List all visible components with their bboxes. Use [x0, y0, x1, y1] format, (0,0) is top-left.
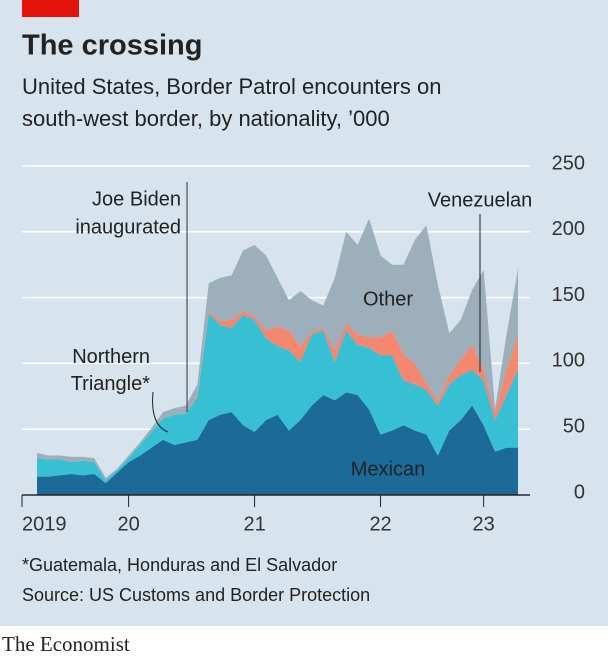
annotation: Joe Biden — [92, 188, 181, 210]
subtitle: United States, Border Patrol encounters … — [22, 74, 441, 99]
subtitle: south-west border, by nationality, ’000 — [22, 106, 390, 131]
brand-band — [0, 626, 608, 662]
y-tick-label: 0 — [574, 481, 585, 503]
red-tag — [22, 0, 79, 17]
chart-title: The crossing — [22, 30, 203, 62]
source: Source: US Customs and Border Protection — [22, 585, 370, 605]
brand: The Economist — [2, 632, 130, 656]
y-tick-label: 150 — [552, 284, 585, 306]
x-tick-label: 21 — [243, 513, 265, 535]
x-tick-label: 20 — [117, 513, 139, 535]
series-label: Other — [363, 288, 413, 310]
area — [37, 392, 518, 495]
footnote: *Guatemala, Honduras and El Salvador — [22, 555, 337, 575]
y-tick-label: 100 — [552, 350, 585, 372]
series-label: Northern Triangle* — [71, 346, 151, 395]
y-tick-label: 250 — [552, 152, 585, 174]
area — [37, 310, 518, 481]
area — [37, 218, 518, 481]
x-tick-label: 23 — [473, 513, 495, 535]
y-tick-label: 50 — [563, 415, 585, 437]
y-tick-label: 200 — [552, 218, 585, 240]
series-label: Mexican — [351, 458, 425, 480]
area — [37, 313, 518, 484]
x-tick-label: 2019 — [22, 513, 67, 535]
annotation: inaugurated — [75, 216, 181, 238]
series-label: Venezuelan — [428, 189, 533, 211]
label-line — [152, 391, 169, 433]
x-tick-label: 22 — [369, 513, 391, 535]
